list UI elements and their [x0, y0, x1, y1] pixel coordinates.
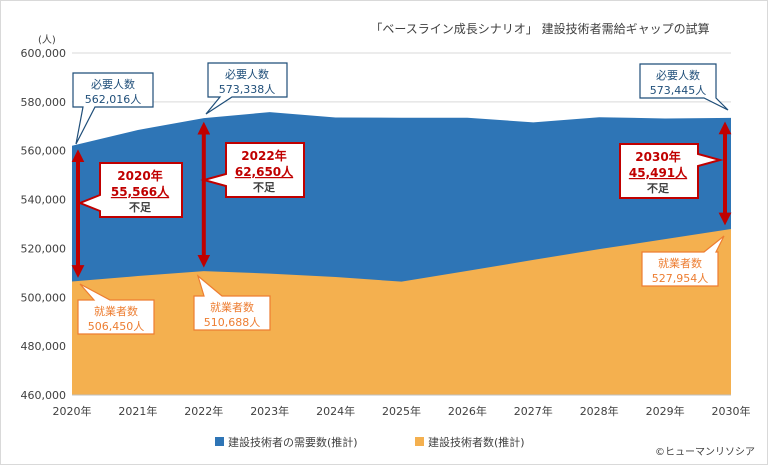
y-tick-label: 500,000 — [21, 291, 67, 304]
x-tick-label: 2023年 — [250, 404, 289, 418]
y-axis-unit: (人) — [38, 34, 56, 46]
y-tick-label: 540,000 — [21, 194, 67, 207]
callout-supply-2020: 就業者数 506,450人 — [77, 283, 155, 335]
callout-value: 573,445人 — [650, 84, 707, 97]
legend-item: 建設技術者の需要数(推計) — [215, 435, 358, 449]
legend-swatch — [415, 437, 424, 446]
callout-value: 527,954人 — [652, 272, 709, 285]
x-tick-label: 2020年 — [53, 404, 92, 418]
gap-value: 55,566人 — [111, 184, 170, 199]
callout-label: 就業者数 — [94, 304, 138, 318]
gap-value: 45,491人 — [629, 165, 688, 180]
callout-value: 510,688人 — [204, 316, 261, 329]
x-tick-label: 2022年 — [184, 404, 223, 418]
x-tick-label: 2025年 — [382, 404, 421, 418]
callout-label: 必要人数 — [656, 69, 700, 82]
callout-label: 就業者数 — [210, 300, 254, 314]
y-tick-label: 600,000 — [21, 47, 67, 60]
gap-year: 2030年 — [635, 149, 680, 164]
callout-label: 必要人数 — [91, 78, 135, 91]
x-tick-label: 2027年 — [514, 404, 553, 418]
x-tick-label: 2028年 — [580, 404, 619, 418]
callout-value: 573,338人 — [219, 83, 276, 96]
legend-label: 建設技術者数(推計) — [428, 435, 525, 449]
callout-demand-2022: 必要人数 573,338人 — [205, 62, 288, 115]
callout-supply-2030: 就業者数 527,954人 — [641, 235, 725, 287]
gap-suffix: 不足 — [647, 182, 670, 195]
gap-value: 62,650人 — [235, 164, 294, 179]
x-tick-label: 2026年 — [448, 404, 487, 418]
callout-value: 506,450人 — [88, 320, 145, 333]
y-tick-label: 560,000 — [21, 145, 67, 158]
x-tick-label: 2024年 — [316, 404, 355, 418]
callout-demand-2030: 必要人数 573,445人 — [639, 63, 729, 111]
x-tick-label: 2029年 — [646, 404, 685, 418]
legend-label: 建設技術者の需要数(推計) — [228, 435, 358, 449]
callout-supply-2022: 就業者数 510,688人 — [193, 274, 271, 331]
chart-title: 「ベースライン成長シナリオ」 建設技術者需給ギャップの試算 — [370, 21, 709, 36]
gap-suffix: 不足 — [129, 201, 152, 214]
x-tick-label: 2030年 — [712, 404, 751, 418]
series-area-supply — [72, 228, 731, 395]
legend-swatch — [215, 437, 224, 446]
y-tick-label: 580,000 — [21, 96, 67, 109]
x-tick-label: 2021年 — [118, 404, 157, 418]
y-tick-label: 520,000 — [21, 242, 67, 255]
gap-year: 2020年 — [117, 168, 162, 183]
callout-value: 562,016人 — [85, 93, 142, 106]
callout-demand-2020: 必要人数 562,016人 — [72, 72, 154, 145]
callout-label: 必要人数 — [225, 68, 269, 81]
gap-suffix: 不足 — [253, 181, 276, 194]
y-tick-label: 460,000 — [21, 389, 67, 402]
callout-label: 就業者数 — [658, 256, 702, 270]
gap-year: 2022年 — [241, 148, 286, 163]
legend-item: 建設技術者数(推計) — [415, 435, 525, 449]
y-tick-label: 480,000 — [21, 340, 67, 353]
copyright-text: ©ヒューマンリソシア — [655, 446, 755, 458]
